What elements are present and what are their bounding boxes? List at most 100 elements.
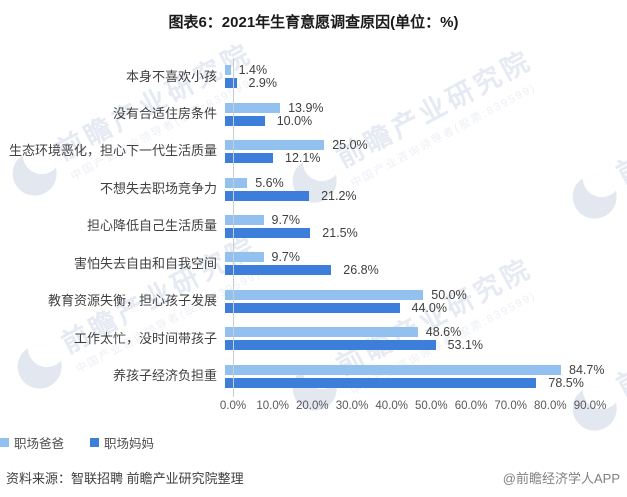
legend-item: 职场爸爸 xyxy=(0,433,64,452)
bar-line: 12.1% xyxy=(225,151,627,166)
legend: 职场爸爸 职场妈妈 xyxy=(0,433,154,452)
category-label: 没有合适住房条件 xyxy=(112,106,217,121)
axis-tick-label: 90.0% xyxy=(573,400,607,412)
bar-dad xyxy=(225,140,325,151)
bar-pair: 50.0% 44.0% xyxy=(225,287,627,315)
category-label: 本身不喜欢小孩 xyxy=(125,68,217,84)
category-label: 工作太忙，没时间带孩子 xyxy=(73,330,217,346)
value-label: 21.2% xyxy=(321,188,357,203)
legend-swatch xyxy=(90,438,100,447)
bar-pair: 48.6% 53.1% xyxy=(225,325,627,353)
value-label: 10.0% xyxy=(276,113,313,128)
bar-line: 9.7% xyxy=(225,212,627,227)
category-row: 教育资源失衡，担心孩子发展 50.0% 44.0% xyxy=(0,283,627,320)
bar-pair: 1.4% 2.9% xyxy=(225,63,627,91)
bar-mom xyxy=(225,340,436,351)
category-label: 担心降低自己生活质量 xyxy=(86,218,217,234)
plot-area: 本身不喜欢小孩 1.4% 2.9% 没有合适住房条件 13.9% 10.0% 生态环境恶化，… xyxy=(0,58,627,395)
bar-line: 53.1% xyxy=(225,338,627,353)
axis-tick-label: 40.0% xyxy=(375,400,408,412)
category-row: 本身不喜欢小孩 1.4% 2.9% xyxy=(0,58,627,95)
bar-line: 10.0% xyxy=(225,113,627,128)
value-label: 9.7% xyxy=(271,250,301,265)
bar-mom xyxy=(225,78,237,89)
bar-dad xyxy=(225,177,248,188)
bar-line: 13.9% xyxy=(225,100,627,115)
value-label: 26.8% xyxy=(343,263,379,278)
source-note: 资料来源：智联招聘 前瞻产业研究院整理 xyxy=(6,471,244,486)
bar-dad xyxy=(225,252,264,263)
bar-mom xyxy=(225,227,311,238)
bar-dad xyxy=(225,364,561,375)
bar-line: 78.5% xyxy=(225,375,627,390)
bar-dad xyxy=(225,327,418,338)
value-label: 9.7% xyxy=(271,212,301,227)
category-label: 养孩子经济负担重 xyxy=(112,368,217,384)
axis-tick-label: 0.0% xyxy=(219,400,247,412)
bar-pair: 13.9% 10.0% xyxy=(225,100,627,128)
value-label: 44.0% xyxy=(411,300,447,315)
axis-tick-label: 70.0% xyxy=(494,400,527,412)
category-row: 生态环境恶化，担心下一代生活质量 25.0% 12.1% xyxy=(0,133,627,170)
bar-line: 84.7% xyxy=(225,362,627,377)
bar-mom xyxy=(225,302,400,313)
bar-mom xyxy=(225,115,265,126)
bar-pair: 84.7% 78.5% xyxy=(225,362,627,390)
x-axis: 0.0% 10.0% 20.0% 30.0% 40.0% 50.0% 60.0% 70.0% 8… xyxy=(0,400,627,416)
category-label: 不想失去职场竞争力 xyxy=(99,180,217,196)
value-label: 13.9% xyxy=(288,100,324,115)
bar-line: 26.8% xyxy=(225,263,627,278)
chart-title: 图表6：2021年生育意愿调查原因(单位：%) xyxy=(168,14,459,31)
value-label: 21.5% xyxy=(322,225,358,240)
category-row: 养孩子经济负担重 84.7% 78.5% xyxy=(0,358,627,395)
legend-item: 职场妈妈 xyxy=(90,433,154,452)
category-row: 工作太忙，没时间带孩子 48.6% 53.1% xyxy=(0,320,627,357)
footer: 资料来源：智联招聘 前瞻产业研究院整理 @前瞻经济学人APP xyxy=(0,466,627,488)
category-row: 害怕失去自由和自我空间 9.7% 26.8% xyxy=(0,245,627,282)
bar-line: 1.4% xyxy=(225,63,627,78)
value-label: 50.0% xyxy=(431,287,467,302)
axis-tick-label: 60.0% xyxy=(454,400,488,412)
category-label: 生态环境恶化，担心下一代生活质量 xyxy=(8,143,217,159)
axis-tick-label: 80.0% xyxy=(533,400,567,412)
bar-dad xyxy=(225,214,264,225)
bar-pair: 25.0% 12.1% xyxy=(225,138,627,166)
value-label: 25.0% xyxy=(332,138,368,153)
axis-tick-label: 30.0% xyxy=(335,400,369,412)
category-label: 害怕失去自由和自我空间 xyxy=(73,255,217,271)
bar-dad xyxy=(225,65,231,76)
legend-label: 职场妈妈 xyxy=(104,437,155,451)
value-label: 78.5% xyxy=(548,375,584,390)
category-row: 担心降低自己生活质量 9.7% 21.5% xyxy=(0,208,627,245)
bar-line: 21.2% xyxy=(225,188,627,203)
bar-line: 2.9% xyxy=(225,76,627,91)
value-label: 84.7% xyxy=(569,362,605,377)
value-label: 1.4% xyxy=(238,63,268,78)
category-row: 不想失去职场竞争力 5.6% 21.2% xyxy=(0,170,627,207)
bar-line: 48.6% xyxy=(225,325,627,339)
value-label: 5.6% xyxy=(255,175,284,190)
bar-mom xyxy=(225,153,273,164)
bar-pair: 9.7% 26.8% xyxy=(225,250,627,278)
category-row: 没有合适住房条件 13.9% 10.0% xyxy=(0,95,627,132)
legend-label: 职场爸爸 xyxy=(14,437,65,451)
axis-tick-label: 50.0% xyxy=(414,400,448,412)
bar-dad xyxy=(225,289,424,300)
app-credit: @前瞻经济学人APP xyxy=(502,471,620,486)
bar-line: 21.5% xyxy=(225,225,627,240)
bar-pair: 9.7% 21.5% xyxy=(225,212,627,240)
bar-dad xyxy=(225,102,281,113)
category-label: 教育资源失衡，担心孩子发展 xyxy=(47,293,217,309)
bar-mom xyxy=(225,265,332,276)
bar-line: 44.0% xyxy=(225,300,627,315)
y-axis-line xyxy=(233,58,234,397)
bar-line: 5.6% xyxy=(225,175,627,190)
bar-mom xyxy=(225,377,537,388)
value-label: 2.9% xyxy=(248,76,278,91)
bar-mom xyxy=(225,190,310,201)
legend-swatch xyxy=(0,438,9,447)
bar-pair: 5.6% 21.2% xyxy=(225,175,627,203)
value-label: 53.1% xyxy=(447,338,484,353)
value-label: 12.1% xyxy=(285,151,321,166)
